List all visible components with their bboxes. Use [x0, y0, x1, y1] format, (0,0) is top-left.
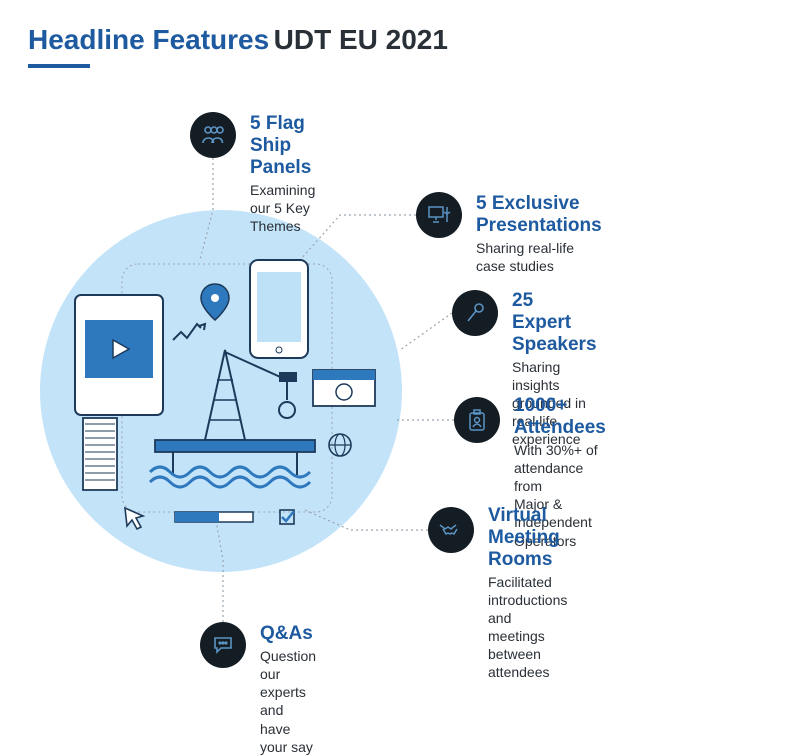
- feature-desc: Facilitated introductions and meetings b…: [488, 573, 567, 682]
- feature-desc: Examining our 5 Key Themes: [250, 181, 315, 236]
- feature-title: Q&As: [260, 623, 316, 645]
- center-illustration: [55, 240, 385, 550]
- feature-title: 5 Flag Ship Panels: [250, 113, 315, 179]
- handshake-icon: [428, 507, 474, 553]
- feature-desc: Question our experts and have your say: [260, 647, 316, 756]
- microphone-icon: [452, 290, 498, 336]
- feature-title: Virtual Meeting Rooms: [488, 505, 567, 571]
- presentation-icon: [416, 192, 462, 238]
- chat-icon: [200, 622, 246, 668]
- feature-desc: Sharing real-life case studies: [476, 239, 602, 275]
- badge-icon: [454, 397, 500, 443]
- feature-title: 5 Exclusive Presentations: [476, 193, 602, 237]
- feature-title: 25 Expert Speakers: [512, 290, 597, 356]
- people-icon: [190, 112, 236, 158]
- feature-title: 1000+ Attendees: [514, 395, 606, 439]
